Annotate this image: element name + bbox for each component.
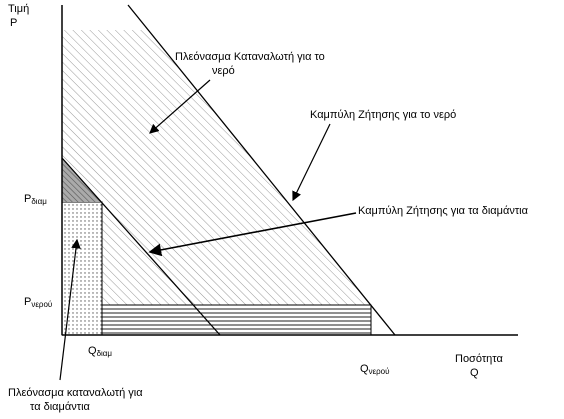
arrow: [292, 123, 331, 202]
q-water-label: Qνερού: [360, 363, 390, 376]
water-surplus-label: Πλεόνασμα Καταναλωτή για το νερό: [175, 51, 325, 77]
p-water-label: Pνερού: [24, 296, 52, 309]
water-surplus-area: [62, 30, 371, 305]
p-diamonds-label: Pδιαμ: [24, 193, 47, 206]
water-demand-curve: [127, 4, 396, 336]
diamond-demand-curve: [61, 157, 221, 336]
diamond-demand-label: Καμπύλη Ζήτησης για τα διαμάντια: [358, 205, 529, 217]
water-demand-label: Καμπύλη Ζήτησης για το νερό: [310, 109, 456, 121]
diamond-surplus-label: Πλεόνασμα καταναλωτή για τα διαμάντια: [8, 387, 143, 413]
q-diamonds-label: Qδιαμ: [88, 345, 112, 358]
y-axis-label: Τιμή P: [8, 3, 29, 29]
arrow: [59, 238, 81, 381]
arrow: [148, 212, 357, 257]
x-axis-label: Ποσότητα Q: [455, 353, 503, 379]
arrow: [149, 79, 211, 134]
